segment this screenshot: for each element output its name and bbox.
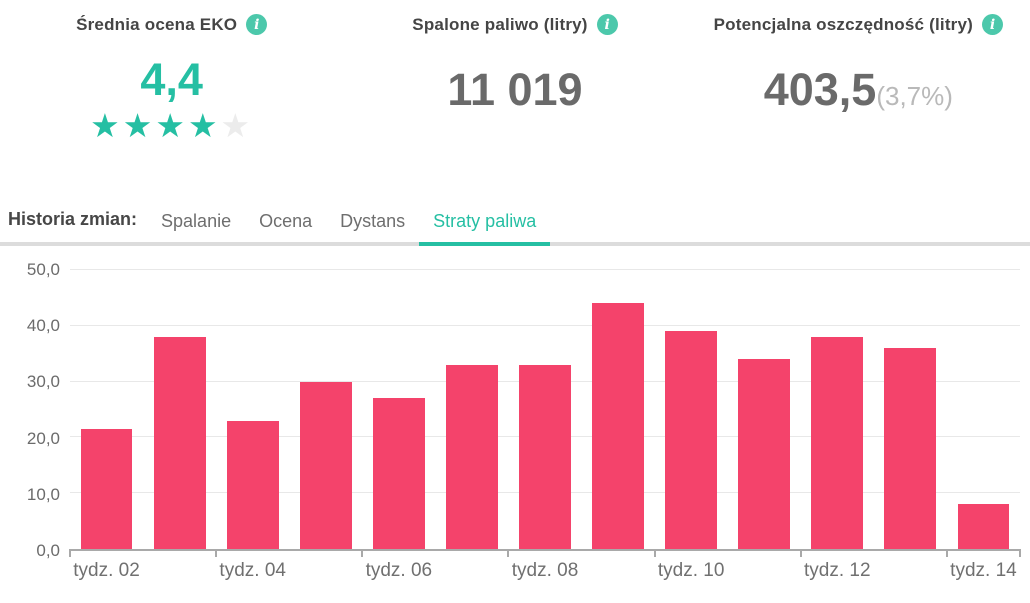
y-axis-label: 10,0 bbox=[26, 484, 60, 504]
kpi-potential-savings: Potencjalna oszczędność (litry) i 403,5(… bbox=[687, 14, 1030, 196]
savings-value: 403,5 bbox=[763, 64, 877, 115]
bar[interactable] bbox=[299, 381, 352, 549]
gridline bbox=[70, 269, 1020, 270]
gridline bbox=[70, 324, 1020, 326]
bar[interactable] bbox=[519, 364, 571, 549]
x-axis-tick bbox=[215, 549, 218, 557]
bar[interactable] bbox=[665, 331, 718, 549]
bar[interactable] bbox=[372, 398, 425, 549]
kpi-eco-score: Średnia ocena EKO i 4,4 ★★★★★ bbox=[0, 14, 343, 196]
tab-spalanie[interactable]: Spalanie bbox=[147, 211, 245, 246]
x-axis-label: tydz. 08 bbox=[511, 560, 579, 581]
y-axis-label: 40,0 bbox=[26, 316, 60, 336]
y-axis: 50,0 40,0 30,0 20,0 10,0 0,0 bbox=[0, 260, 60, 560]
x-axis-label: tydz. 14 bbox=[950, 560, 1017, 581]
x-axis-label: tydz. 06 bbox=[365, 560, 433, 581]
y-axis-label: 20,0 bbox=[26, 428, 60, 448]
fuel-loss-chart: 50,0 40,0 30,0 20,0 10,0 0,0 tydz. 02 tydz. 04… bbox=[0, 260, 1030, 581]
kpi-title-eco: Średnia ocena EKO bbox=[76, 14, 238, 34]
x-axis-tick bbox=[69, 549, 71, 557]
star-icon: ★ bbox=[155, 106, 188, 144]
y-axis-label: 30,0 bbox=[26, 372, 60, 392]
tab-dystans[interactable]: Dystans bbox=[326, 211, 419, 246]
bar[interactable] bbox=[884, 348, 937, 549]
star-icon: ★ bbox=[90, 106, 123, 144]
kpi-value-savings: 403,5(3,7%) bbox=[687, 65, 1030, 115]
x-axis-tick bbox=[653, 549, 656, 557]
kpi-title-fuel: Spalone paliwo (litry) bbox=[412, 14, 588, 34]
kpi-title-savings: Potencjalna oszczędność (litry) bbox=[713, 14, 974, 34]
bar[interactable] bbox=[738, 359, 791, 549]
bar[interactable] bbox=[811, 336, 864, 549]
x-axis-tick bbox=[799, 549, 802, 557]
info-icon[interactable]: i bbox=[596, 14, 618, 35]
x-axis-tick bbox=[507, 549, 510, 557]
x-axis-label: tydz. 04 bbox=[219, 560, 286, 581]
kpi-fuel-burned: Spalone paliwo (litry) i 11 019 bbox=[343, 14, 686, 196]
star-rating: ★★★★★ bbox=[0, 109, 343, 142]
savings-percent: (3,7%) bbox=[876, 81, 953, 111]
tab-ocena[interactable]: Ocena bbox=[245, 211, 326, 246]
bar[interactable] bbox=[226, 420, 279, 549]
x-axis-label: tydz. 02 bbox=[73, 560, 140, 581]
y-axis-label: 50,0 bbox=[26, 260, 60, 279]
y-axis-label: 0,0 bbox=[36, 541, 60, 560]
info-icon[interactable]: i bbox=[246, 14, 268, 35]
x-axis-label: tydz. 10 bbox=[657, 560, 725, 581]
tab-straty-paliwa[interactable]: Straty paliwa bbox=[419, 211, 551, 246]
bar[interactable] bbox=[957, 504, 1010, 549]
bar[interactable] bbox=[445, 364, 498, 549]
kpi-value-fuel: 11 019 bbox=[447, 64, 583, 115]
star-icon: ★ bbox=[187, 106, 221, 144]
bar[interactable] bbox=[592, 303, 644, 549]
bar[interactable] bbox=[80, 429, 133, 549]
history-label: Historia zmian: bbox=[8, 209, 138, 229]
kpi-row: Średnia ocena EKO i 4,4 ★★★★★ Spalone pa… bbox=[0, 0, 1030, 196]
x-axis-tick bbox=[1019, 549, 1021, 557]
x-axis-label: tydz. 12 bbox=[804, 560, 871, 581]
x-axis-tick bbox=[945, 549, 948, 557]
info-icon[interactable]: i bbox=[982, 14, 1004, 35]
kpi-value-eco: 4,4 bbox=[140, 54, 203, 105]
x-axis-tick bbox=[361, 549, 364, 557]
star-icon: ★ bbox=[220, 106, 254, 144]
history-tabbar: Historia zmian: Spalanie Ocena Dystans S… bbox=[0, 196, 1030, 246]
star-icon: ★ bbox=[122, 106, 156, 144]
bar[interactable] bbox=[153, 336, 206, 549]
plot-area: tydz. 02 tydz. 04 tydz. 06 tydz. 08 tydz. 10… bbox=[69, 269, 1021, 581]
